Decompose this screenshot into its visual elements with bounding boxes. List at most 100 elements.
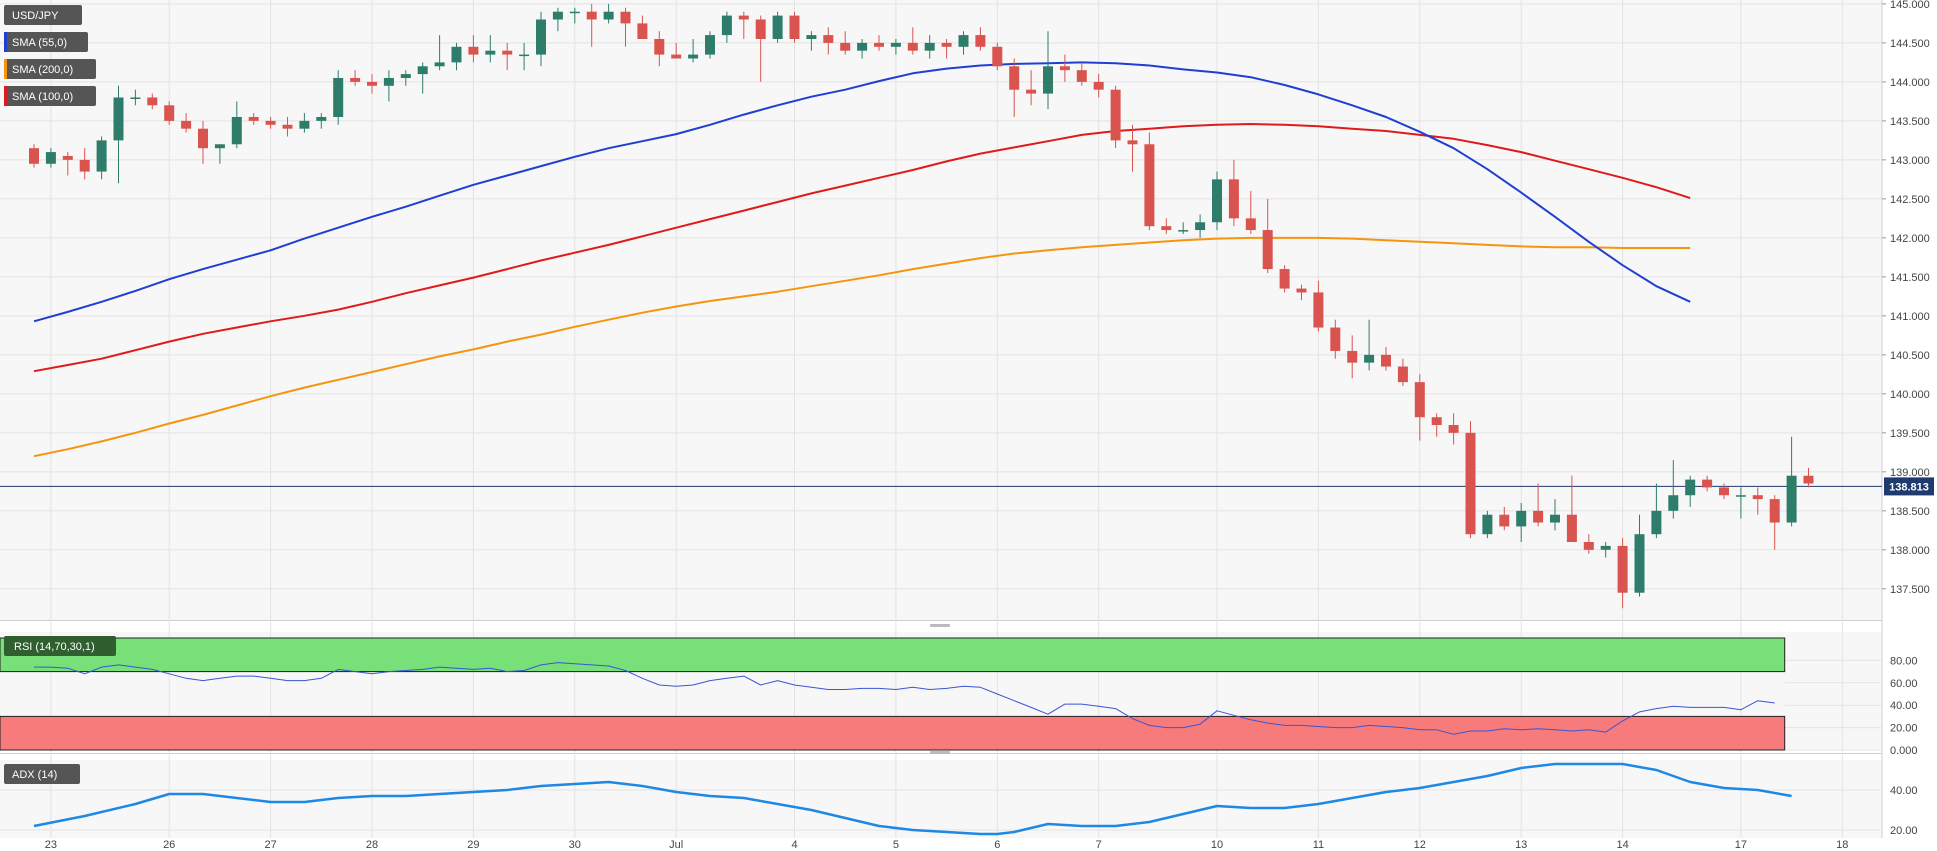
panel-3-bg [0,760,1882,838]
candle [907,27,918,55]
candle-body [1752,495,1763,500]
candle-body [62,155,73,160]
candle [840,31,851,55]
candle-body [941,42,952,47]
candle [1414,374,1425,441]
x-tick-label: 5 [893,839,899,851]
candle [130,89,141,106]
candle-body [721,15,732,36]
candle-body [1414,382,1425,418]
candle-body [772,15,783,39]
candle [1448,413,1459,445]
legend-sma200-label: SMA (200,0) [12,64,73,76]
candle-body [1685,479,1696,496]
candle [333,70,344,125]
y-tick-label: 141.000 [1890,311,1930,323]
y-tick-label: 141.500 [1890,272,1930,284]
candle-body [468,46,479,55]
candle-body [874,42,884,47]
candle-body [1347,350,1358,363]
candle [147,93,158,110]
candle [1482,510,1493,539]
candle-body [620,11,631,24]
y-tick-label: 144.500 [1890,38,1930,50]
candle [1786,436,1797,527]
legend-adx[interactable]: ADX (14) [4,764,80,784]
candle-body [890,42,901,47]
candle [1583,534,1594,554]
candle-body [1465,432,1476,535]
candle-body [637,23,648,39]
candle-body [198,128,208,149]
candle-body [823,35,834,43]
sma55-color-swatch [4,32,7,52]
candle-body [654,38,665,55]
candle-body [1076,70,1087,82]
candle [1752,487,1763,515]
candle [1702,475,1713,492]
candle-body [434,62,445,67]
candle [1465,421,1476,539]
candle-body [231,116,242,145]
candle-body [975,35,986,47]
axis-column-bg [1882,0,1937,851]
candle-body [1245,218,1256,231]
candle [1600,542,1611,558]
candle-body [113,97,124,141]
candle-body [181,120,192,129]
panel-1-bg [0,0,1882,620]
x-tick-label: 10 [1211,839,1223,851]
current-price-label: 138.813 [1889,481,1929,493]
candle-body [1550,514,1560,523]
candle-body [1482,514,1493,535]
candle-body [333,77,344,117]
candle [282,116,293,137]
y-tick-label: 143.000 [1890,155,1930,167]
candle [1617,538,1628,609]
y-tick-label: 139.500 [1890,428,1930,440]
candle [45,148,56,168]
resize-handle-1[interactable] [930,624,950,627]
candle [536,11,546,67]
candle-body [1803,475,1814,484]
candle-body [924,42,935,51]
candle [502,42,513,71]
candle-body [1296,288,1307,293]
candle-body [502,50,513,55]
legend-rsi[interactable]: RSI (14,70,30,1) [4,636,116,656]
y-tick-label: 140.500 [1890,350,1930,362]
candle [299,113,310,133]
y-tick-label: 137.500 [1890,584,1930,596]
candle [316,113,327,129]
candle-body [857,42,868,51]
y-tick-label: 139.000 [1890,467,1930,479]
candles[interactable] [29,3,1814,609]
candle [1668,460,1679,519]
legend-symbol[interactable]: USD/JPY [4,5,82,25]
candle [1110,85,1121,149]
candle-body [671,54,682,59]
candle-body [214,144,225,149]
candle-body [1600,545,1611,550]
candle-body [1059,66,1070,71]
candle-body [738,15,749,20]
candle-body [164,105,175,121]
candle [705,31,715,59]
legend-sma100[interactable]: SMA (100,0) [4,86,96,106]
candle-body [1262,230,1273,270]
legend-adx-label: ADX (14) [12,769,57,781]
resize-handle-2[interactable] [930,751,950,754]
legend-sma200[interactable]: SMA (200,0) [4,59,96,79]
candle [603,3,614,24]
candle-body [958,35,969,47]
sma200-color-swatch [4,59,7,79]
candle [164,101,175,125]
y-tick-label: 142.500 [1890,194,1930,206]
candle [417,62,428,94]
candle-body [79,159,90,172]
candle-body [1127,140,1138,145]
candle-body [992,46,1003,67]
legend-sma55[interactable]: SMA (55,0) [4,32,88,52]
candle [1279,265,1290,293]
